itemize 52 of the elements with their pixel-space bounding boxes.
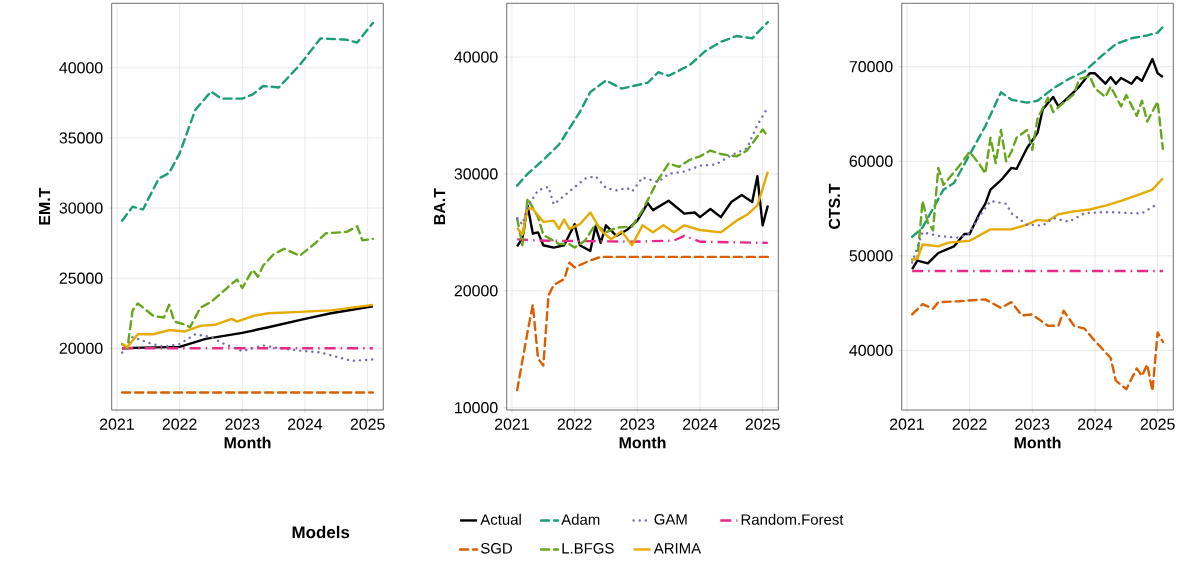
- x-tick-label: 2022: [952, 418, 987, 430]
- x-tick-label: 2023: [225, 418, 260, 430]
- legend-label: ARIMA: [653, 543, 702, 554]
- line-series: [120, 333, 375, 363]
- y-tick-label: 10000: [455, 402, 498, 414]
- x-tick-label: 2023: [1015, 418, 1050, 430]
- y-tick-label: 60000: [849, 155, 893, 167]
- y-tick-label: 40000: [454, 51, 498, 63]
- x-axis-title: Month: [1014, 436, 1061, 449]
- y-tick-label: 30000: [59, 202, 103, 214]
- x-tick-label: 2025: [1140, 418, 1175, 430]
- x-axis-title: Month: [224, 436, 271, 449]
- y-tick-label: 40000: [59, 62, 103, 74]
- line-series: [910, 298, 1165, 393]
- y-axis-title: EM.T: [39, 187, 51, 225]
- y-tick-label: 30000: [454, 168, 498, 180]
- line-series: [910, 25, 1165, 239]
- x-tick-label: 2023: [620, 418, 655, 430]
- x-tick-label: 2022: [557, 418, 592, 430]
- x-tick-label: 2022: [162, 418, 197, 430]
- x-axis-title: Month: [619, 436, 666, 449]
- line-series: [515, 20, 770, 187]
- line-series: [120, 21, 375, 222]
- y-tick-label: 25000: [59, 272, 103, 284]
- x-tick-label: 2021: [494, 418, 529, 430]
- legend-label: Actual: [480, 513, 521, 525]
- y-axis-title: BA.T: [434, 188, 446, 225]
- y-tick-label: 35000: [59, 132, 103, 144]
- line-series: [515, 128, 770, 249]
- legend-label: GAM: [654, 514, 687, 525]
- y-tick-label: 70000: [849, 61, 893, 73]
- x-tick-label: 2025: [350, 418, 385, 430]
- line-series: [910, 177, 1165, 261]
- legend-label: L.BFGS: [562, 543, 614, 554]
- x-tick-label: 2024: [1078, 418, 1113, 430]
- x-tick-label: 2024: [288, 418, 323, 430]
- legend-label: Random.Forest: [741, 513, 844, 525]
- y-tick-label: 40000: [849, 344, 893, 357]
- y-axis-title: CTS.T: [828, 183, 841, 230]
- line-series: [515, 255, 770, 392]
- x-tick-label: 2025: [745, 418, 780, 430]
- x-tick-label: 2024: [683, 418, 718, 430]
- y-tick-label: 50000: [849, 250, 893, 262]
- legend-label: Adam: [561, 513, 600, 525]
- x-tick-label: 2021: [99, 418, 134, 430]
- legend-title: Models: [292, 525, 350, 539]
- line-series: [515, 234, 770, 245]
- y-tick-label: 20000: [454, 285, 498, 297]
- legend-label: SGD: [480, 543, 512, 554]
- y-tick-label: 20000: [59, 342, 103, 354]
- line-series: [120, 225, 375, 350]
- x-tick-label: 2021: [890, 418, 924, 430]
